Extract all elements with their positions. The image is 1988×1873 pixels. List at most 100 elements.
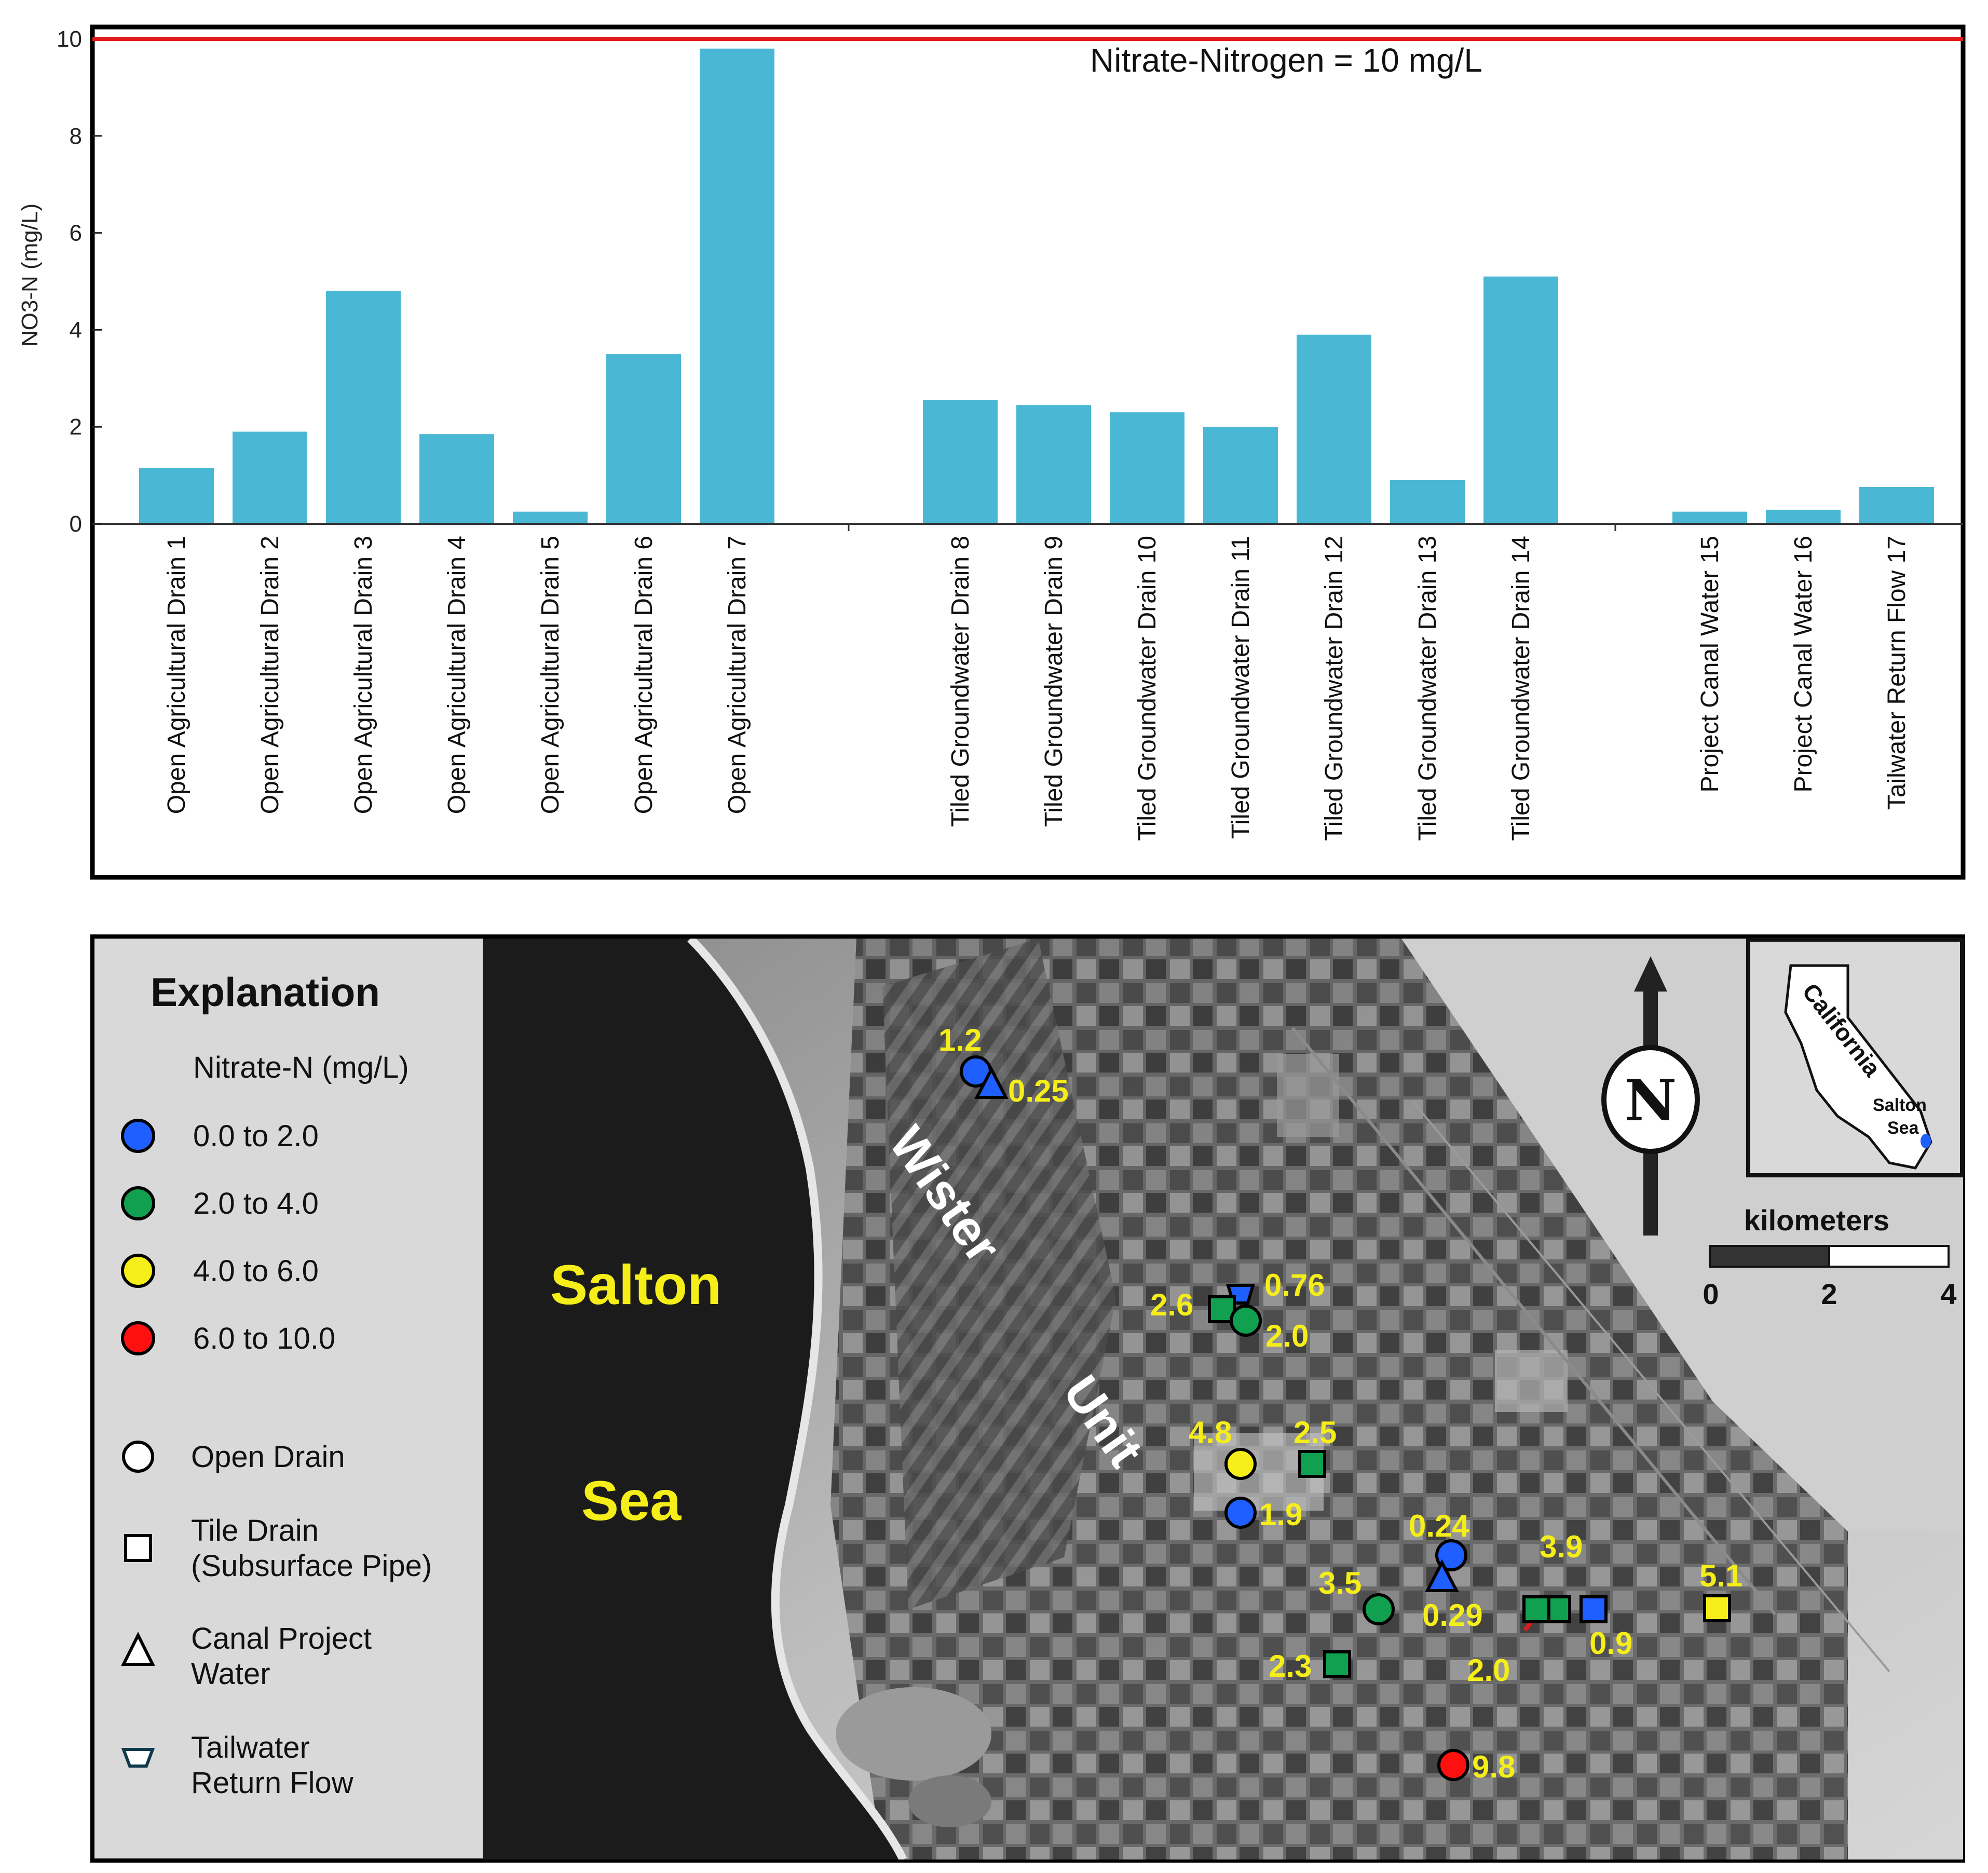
bar: [1297, 334, 1371, 524]
site-marker: [1435, 1539, 1467, 1571]
bar: [1390, 480, 1465, 524]
site-value-label: 1.2: [938, 1023, 982, 1057]
bar: [1110, 412, 1184, 524]
inset-sea-label: Sea: [1887, 1118, 1919, 1138]
x-tick-label: Tiled Groundwater Drain 14: [1507, 536, 1535, 841]
site-marker: [1224, 1497, 1257, 1529]
sample-sites: 1.2 0.25 0.76 2.6 2.0 4.8 2.5 1.9 0.24 0.29 3.5 3.9…: [938, 1023, 1742, 1784]
site-marker: [974, 1066, 1009, 1099]
inverted-trapezoid-icon: [121, 1748, 155, 1768]
site-value-label: 0.29: [1422, 1598, 1483, 1633]
x-tick-label: Open Agricultural Drain 5: [537, 536, 564, 814]
legend-shape-label: Water: [191, 1657, 270, 1691]
color-swatch-green: [121, 1186, 155, 1220]
site-value-label: 3.5: [1318, 1566, 1361, 1600]
reference-line-label: Nitrate-Nitrogen = 10 mg/L: [1090, 42, 1482, 79]
site-value-label: 0.24: [1409, 1509, 1469, 1543]
legend-box: [94, 939, 483, 1858]
legend-shape-label: Return Flow: [191, 1766, 354, 1800]
bar: [513, 511, 588, 524]
y-axis-ticks: 0 2 4 6 8 10: [57, 26, 102, 537]
y-tick-label: 6: [70, 221, 82, 246]
x-tick-label: Tiled Groundwater Drain 11: [1227, 536, 1255, 839]
legend-shape-label: (Subsurface Pipe): [191, 1549, 432, 1583]
legend-color-label: 2.0 to 4.0: [193, 1187, 319, 1220]
bar: [1203, 427, 1278, 524]
x-tick-label: Tailwater Return Flow 17: [1883, 536, 1911, 810]
site-marker: [1363, 1593, 1395, 1625]
legend-title: Explanation: [151, 969, 380, 1015]
site-marker: [1425, 1559, 1459, 1592]
circle-icon: [122, 1441, 154, 1473]
scale-title: kilometers: [1744, 1204, 1889, 1237]
x-tick-label: Open Agricultural Drain 7: [724, 536, 751, 814]
site-value-label: 2.0: [1467, 1653, 1510, 1688]
bars-layer: [139, 48, 1934, 531]
legend-color-label: 4.0 to 6.0: [193, 1254, 319, 1288]
x-tick-label: Open Agricultural Drain 4: [443, 536, 471, 814]
legend: Explanation Nitrate-N (mg/L) 0.0 to 2.0 …: [94, 939, 483, 1858]
legend-color-label: 0.0 to 2.0: [193, 1119, 319, 1153]
site-marker: [1224, 1448, 1257, 1480]
x-tick-label: Project Canal Water 15: [1696, 536, 1724, 792]
inset-map: California Salton Sea: [1746, 938, 1964, 1177]
site-value-label: 2.3: [1269, 1649, 1312, 1684]
y-axis-title: NO3-N (mg/L): [17, 203, 43, 347]
x-tick-label: Open Agricultural Drain 6: [630, 536, 658, 814]
bar: [1483, 276, 1558, 524]
satellite-image: [483, 939, 1963, 1860]
bar: [1766, 509, 1841, 524]
north-arrow: N: [1601, 956, 1700, 1236]
site-marker: [1703, 1594, 1731, 1622]
legend-subtitle: Nitrate-N (mg/L): [193, 1051, 409, 1084]
site-value-label: 3.9: [1540, 1529, 1583, 1564]
legend-shape-label: Tile Drain: [191, 1514, 319, 1548]
bar: [139, 468, 214, 524]
scale-tick: 2: [1821, 1278, 1837, 1310]
scale-tick: 0: [1703, 1278, 1719, 1310]
x-tick-label: Open Agricultural Drain 3: [350, 536, 377, 814]
y-tick-label: 4: [70, 317, 82, 343]
y-tick-label: 8: [70, 124, 82, 149]
site-value-label: 1.9: [1259, 1497, 1302, 1532]
scale-tick: 4: [1940, 1278, 1956, 1310]
y-tick-label: 2: [70, 414, 82, 440]
site-marker: [1298, 1450, 1326, 1478]
x-tick-label: Project Canal Water 16: [1790, 536, 1817, 792]
bar: [1672, 511, 1747, 524]
site-marker: [1437, 1749, 1469, 1781]
color-swatch-blue: [121, 1119, 155, 1153]
inset-sea-label: Salton: [1873, 1095, 1927, 1115]
color-swatch-yellow: [121, 1254, 155, 1288]
bar: [923, 400, 998, 524]
x-axis-labels: Open Agricultural Drain 1 Open Agricultur…: [163, 536, 1911, 841]
x-tick-label: Tiled Groundwater Drain 12: [1320, 536, 1348, 841]
x-tick-label: Tiled Groundwater Drain 10: [1134, 536, 1161, 841]
site-value-label: 2.5: [1293, 1415, 1337, 1450]
bar: [700, 48, 774, 524]
site-value-label: 0.76: [1264, 1268, 1325, 1302]
bar: [233, 431, 307, 524]
site-value-label: 2.6: [1150, 1287, 1193, 1322]
color-swatch-red: [121, 1321, 155, 1355]
x-tick-label: Tiled Groundwater Drain 13: [1414, 536, 1441, 841]
sea-label: Salton: [550, 1253, 721, 1316]
triangle-icon: [121, 1632, 155, 1666]
site-value-label: 0.25: [1008, 1074, 1069, 1108]
legend-shape-label: Tailwater: [191, 1731, 310, 1765]
legend-shape-label: Open Drain: [191, 1440, 345, 1474]
bar: [419, 434, 494, 524]
bar: [326, 291, 401, 524]
x-tick-label: Tiled Groundwater Drain 8: [947, 536, 974, 827]
legend-shape-label: Canal Project: [191, 1622, 372, 1655]
site-value-label: 9.8: [1472, 1749, 1515, 1784]
x-tick-label: Tiled Groundwater Drain 9: [1040, 536, 1068, 827]
site-marker: [1522, 1595, 1550, 1623]
sea-label: Sea: [581, 1469, 682, 1532]
bar: [606, 354, 681, 524]
y-tick-label: 0: [70, 511, 82, 537]
north-label: N: [1625, 1067, 1677, 1134]
site-value-label: 4.8: [1189, 1415, 1232, 1450]
